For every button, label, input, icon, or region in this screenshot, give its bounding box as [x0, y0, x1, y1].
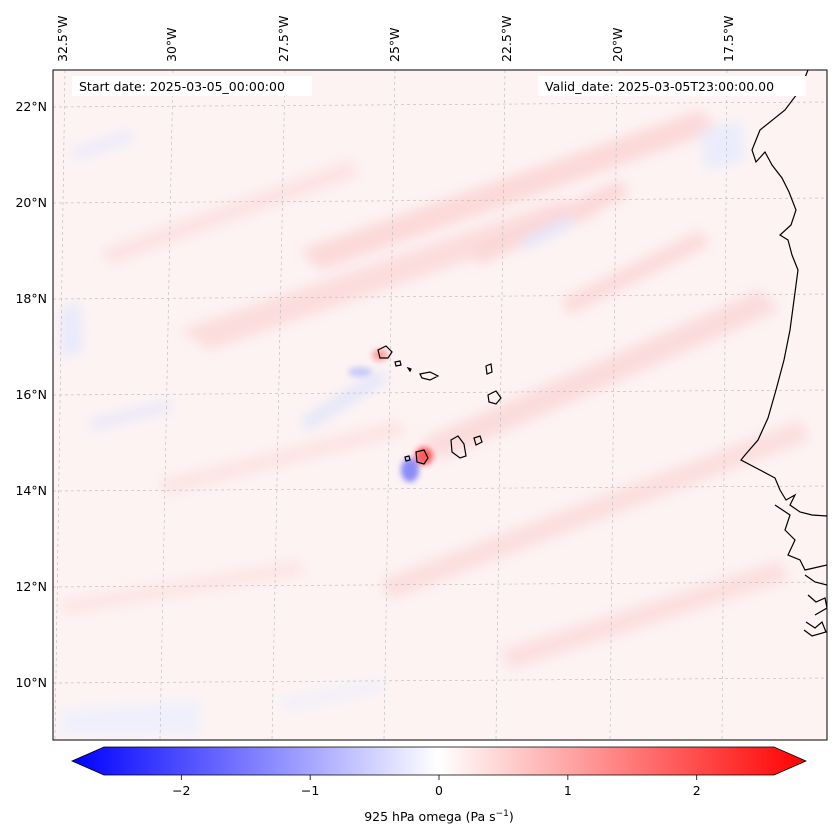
coastlines [377, 70, 827, 637]
colorbar-ticks: −2 −1 0 1 2 [172, 775, 701, 798]
lon-label-32-5w: 32.5°W [55, 16, 70, 62]
island-perturbations [348, 349, 433, 482]
lat-label-22n: 22°N [15, 99, 47, 114]
lon-label-20w: 20°W [610, 27, 625, 62]
lat-label-16n: 16°N [15, 387, 47, 402]
lat-label-18n: 18°N [15, 291, 47, 306]
lon-label-27-5w: 27.5°W [276, 16, 291, 62]
colorbar-tick-label: −2 [172, 783, 190, 798]
colorbar-tick-label: 0 [435, 783, 443, 798]
start-date-box [72, 76, 312, 96]
start-date-label: Start date: 2025-03-05_00:00:00 [79, 79, 285, 94]
cape-verde-islands [377, 345, 502, 465]
colorbar: −2 −1 0 1 2 925 hPa omega (Pa s−1) [71, 746, 807, 824]
colorbar-tick-label: 1 [564, 783, 572, 798]
lat-label-12n: 12°N [15, 579, 47, 594]
lat-labels: 22°N 20°N 18°N 16°N 14°N 12°N 10°N [15, 99, 47, 690]
lon-label-22-5w: 22.5°W [499, 16, 514, 62]
colorbar-bar [71, 746, 807, 776]
lon-label-30w: 30°W [164, 27, 179, 62]
lon-label-25w: 25°W [387, 27, 402, 62]
colorbar-tick-label: 2 [693, 783, 701, 798]
valid-date-box [538, 76, 806, 96]
colorbar-label: 925 hPa omega (Pa s−1) [364, 809, 514, 824]
lat-label-14n: 14°N [15, 483, 47, 498]
colorbar-tick-label: −1 [301, 783, 319, 798]
lat-label-20n: 20°N [15, 195, 47, 210]
gridlines [53, 70, 827, 740]
map-panel: Start date: 2025-03-05_00:00:00 Valid_da… [53, 70, 827, 740]
map-frame [52, 69, 828, 741]
lat-label-10n: 10°N [15, 675, 47, 690]
africa-coastline [740, 70, 827, 517]
lon-labels: 32.5°W 30°W 27.5°W 25°W 22.5°W 20°W 17.5… [55, 16, 736, 62]
lon-label-17-5w: 17.5°W [721, 16, 736, 62]
omega-field-background [53, 70, 827, 740]
omega-field [60, 110, 810, 735]
valid-date-label: Valid_date: 2025-03-05T23:00:00.00 [545, 79, 774, 94]
